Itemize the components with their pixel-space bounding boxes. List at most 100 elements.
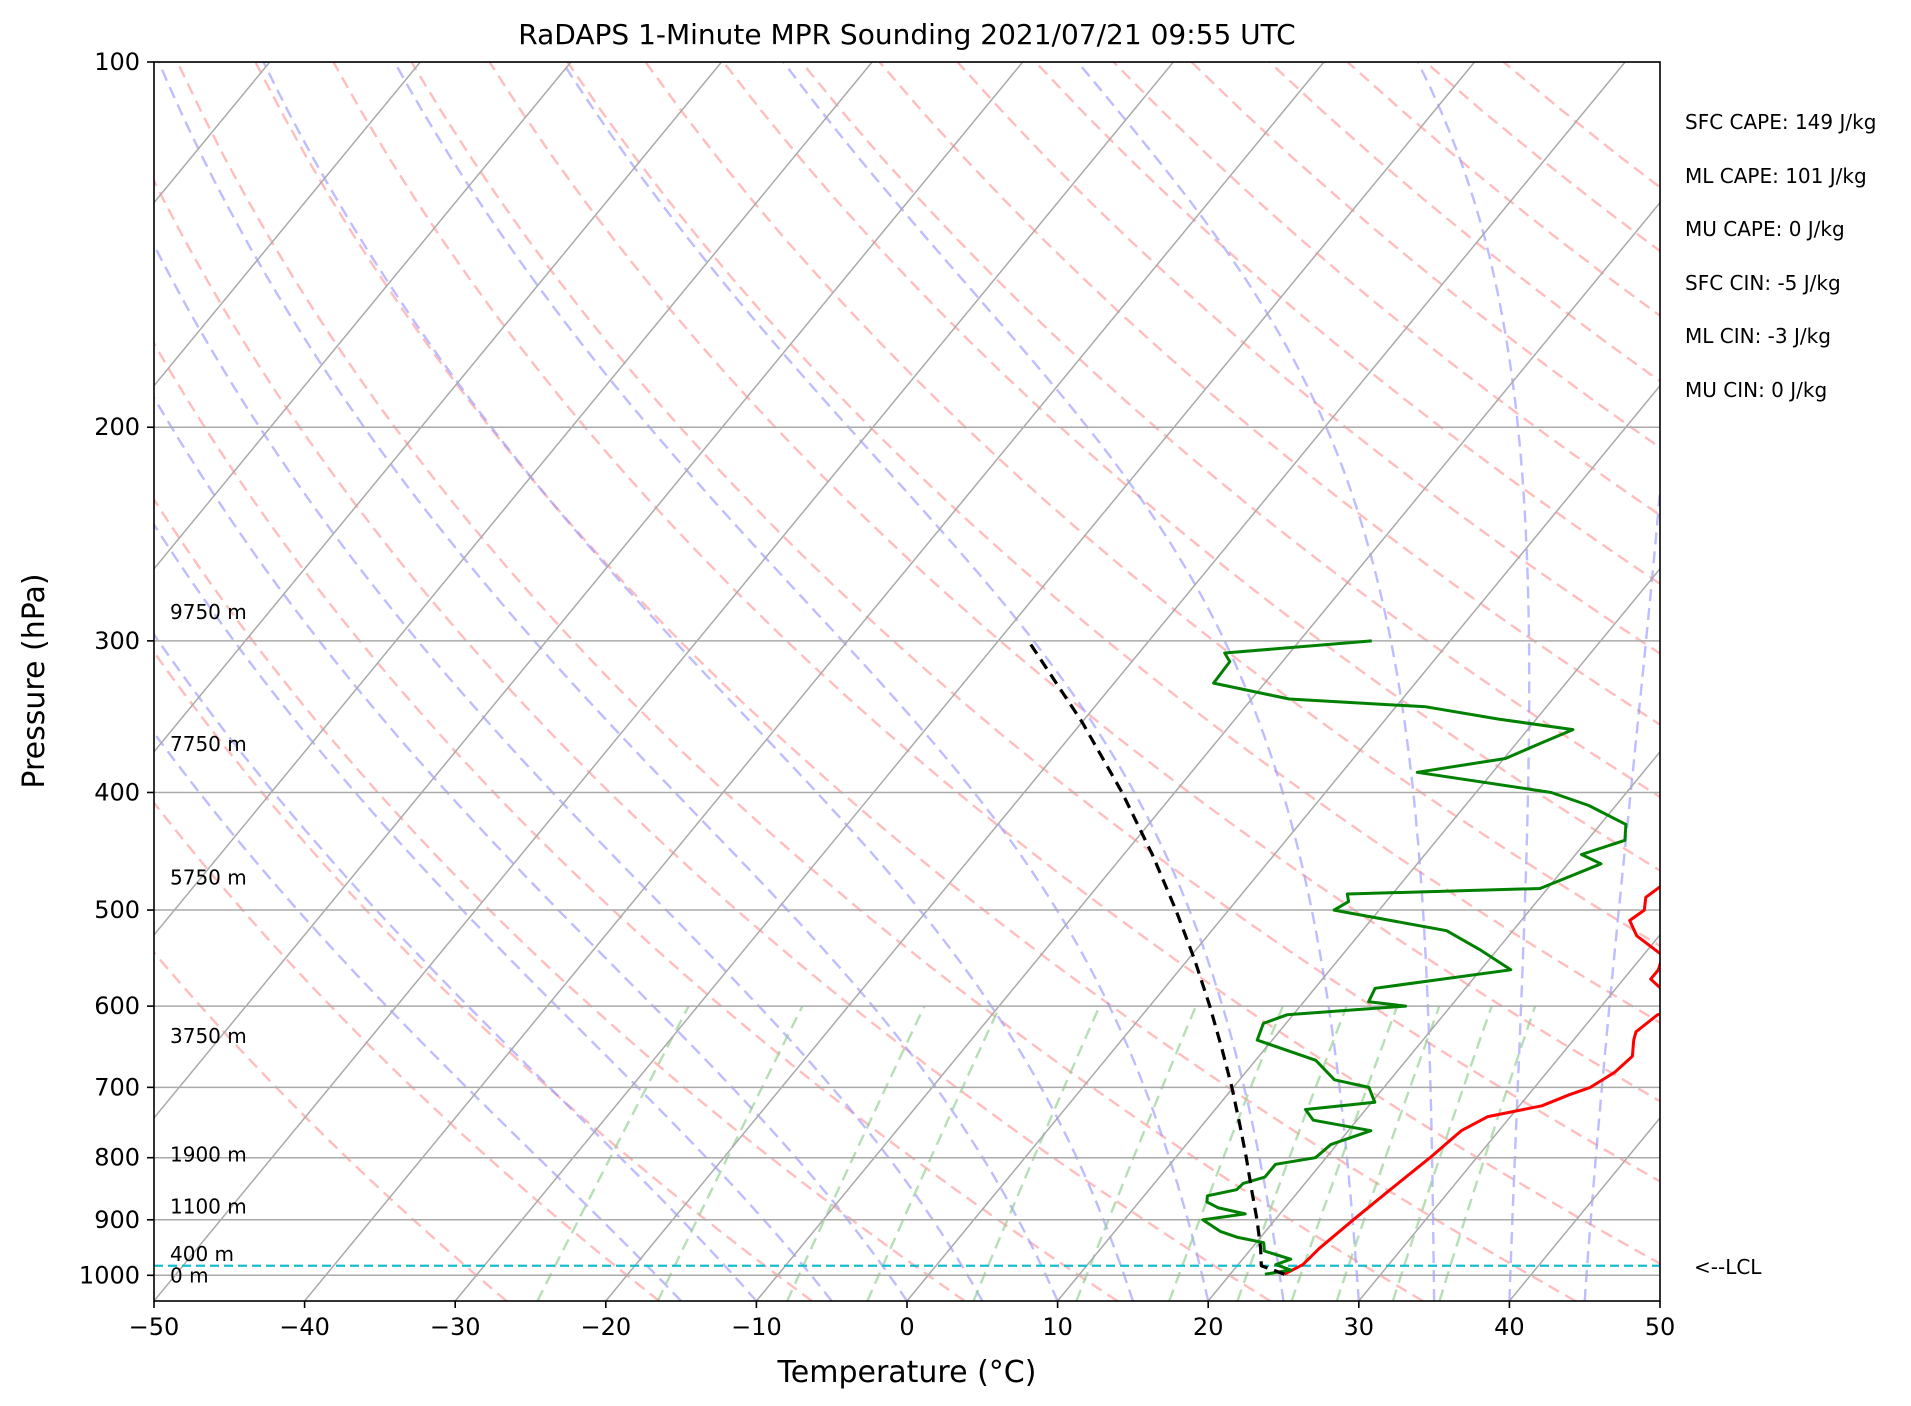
isotherm-line xyxy=(304,62,1325,1301)
dry-adiabat-line xyxy=(644,62,1660,948)
height-label: 7750 m xyxy=(170,732,247,756)
dry-adiabat-line xyxy=(566,62,1660,1025)
stat-mu-cin: MU CIN: 0 J/kg xyxy=(1685,378,1827,402)
dry-adiabat-line xyxy=(410,62,1660,1183)
dry-adiabat-line xyxy=(1346,62,1660,318)
y-tick-label: 200 xyxy=(94,413,140,441)
isotherm-line xyxy=(755,201,1660,1301)
y-tick-label: 900 xyxy=(94,1206,140,1234)
mixing-ratio-line xyxy=(536,1005,690,1301)
isotherm-line xyxy=(1057,567,1660,1301)
temperature-line xyxy=(1283,884,1660,1276)
isotherm-line xyxy=(154,62,572,570)
dry-adiabat-line xyxy=(154,650,813,1301)
y-tick-label: 1000 xyxy=(79,1261,140,1289)
mixing-ratio-line xyxy=(1438,1005,1537,1301)
y-tick-label: 400 xyxy=(94,778,140,806)
isotherm-line xyxy=(154,62,723,754)
x-tick-label: 30 xyxy=(1344,1313,1375,1341)
y-tick-label: 700 xyxy=(94,1073,140,1101)
mixing-ratio-line xyxy=(1391,1005,1493,1301)
dry-adiabat-line xyxy=(332,62,1660,1265)
moist-adiabat-line xyxy=(1076,62,1436,1301)
dry-adiabat-line xyxy=(154,497,966,1301)
series-lines xyxy=(154,639,1660,1276)
isotherm-line xyxy=(1659,1299,1660,1301)
dry-adiabat-line xyxy=(878,62,1660,726)
height-labels: 9750 m 7750 m 5750 m 3750 m 1900 m 1100 m 400 … xyxy=(170,600,247,1287)
height-label: 9750 m xyxy=(170,600,247,624)
moist-adiabat-line xyxy=(154,632,758,1301)
dry-adiabat-line xyxy=(1190,62,1660,450)
moist-adiabat-line xyxy=(393,62,1210,1301)
isotherm-line xyxy=(154,62,1174,1301)
y-tick-label: 800 xyxy=(94,1144,140,1172)
mixing-ratio-line xyxy=(1168,1005,1284,1301)
moist-adiabat-line xyxy=(1583,478,1660,1301)
x-tick-label: 0 xyxy=(899,1313,914,1341)
height-label: 3750 m xyxy=(170,1024,247,1048)
dry-adiabat-line xyxy=(1502,62,1660,189)
dry-adiabat-line xyxy=(488,62,1660,1103)
isotherm-line xyxy=(1358,933,1660,1301)
dry-adiabat-line xyxy=(254,62,1577,1301)
dry-adiabat-line xyxy=(1268,62,1660,383)
x-tick-label: −30 xyxy=(430,1313,481,1341)
dewpoint-line xyxy=(1201,639,1628,1276)
moist-adiabat-line xyxy=(782,62,1360,1301)
height-label: 1900 m xyxy=(170,1142,247,1166)
stats-panel: SFC CAPE: 149 J/kg ML CAPE: 101 J/kg MU … xyxy=(1685,110,1876,402)
x-tick-label: −40 xyxy=(279,1313,330,1341)
x-tick-label: −50 xyxy=(129,1313,180,1341)
dry-adiabat-line xyxy=(154,950,508,1301)
lcl-label: <--LCL xyxy=(1694,1255,1762,1279)
isotherm-line xyxy=(906,384,1660,1301)
isotherm-line xyxy=(1811,62,1911,1301)
mixing-ratio-line xyxy=(1335,1005,1441,1301)
y-tick-label: 500 xyxy=(94,896,140,924)
height-label: 0 m xyxy=(170,1263,209,1287)
x-tick-label: 20 xyxy=(1193,1313,1224,1341)
x-axis-label: Temperature (°C) xyxy=(777,1355,1037,1390)
x-tick-label: 10 xyxy=(1042,1313,1073,1341)
x-tick-label: 50 xyxy=(1645,1313,1676,1341)
y-axis-label: Pressure (hPa) xyxy=(17,573,52,788)
isotherm-line xyxy=(1207,750,1660,1301)
x-axis: −50 −40 −30 −20 −10 0 10 20 30 40 50 xyxy=(129,1301,1676,1341)
height-label: 1100 m xyxy=(170,1195,247,1219)
dry-adiabat-line xyxy=(154,341,1119,1301)
mixing-ratio-line xyxy=(1290,1005,1399,1301)
stat-sfc-cin: SFC CIN: -5 J/kg xyxy=(1685,271,1841,295)
stat-sfc-cape: SFC CAPE: 149 J/kg xyxy=(1685,110,1876,134)
chart-title: RaDAPS 1-Minute MPR Sounding 2021/07/21 … xyxy=(518,18,1295,51)
mixing-ratio-line xyxy=(866,1005,1001,1301)
y-tick-label: 100 xyxy=(94,48,140,76)
dry-adiabat-line xyxy=(1034,62,1660,586)
background-lines xyxy=(154,62,1911,1301)
height-label: 400 m xyxy=(170,1242,234,1266)
moist-adiabat-line xyxy=(262,62,1135,1301)
height-label: 5750 m xyxy=(170,865,247,889)
x-tick-label: −20 xyxy=(580,1313,631,1341)
mixing-ratio-line xyxy=(656,1005,804,1301)
isotherm-line xyxy=(154,62,421,387)
mixing-ratio-line xyxy=(972,1005,1101,1301)
mixing-ratio-line xyxy=(1075,1005,1198,1301)
mixing-ratio-line xyxy=(786,1005,926,1301)
moist-adiabat-line xyxy=(157,62,1059,1301)
dry-adiabat-line xyxy=(154,800,661,1301)
isotherm-line xyxy=(154,62,1024,1120)
moist-adiabat-line xyxy=(1416,62,1531,1301)
plot-frame xyxy=(153,61,1661,1302)
y-axis: 100 200 300 400 500 600 700 800 900 1000 xyxy=(79,48,154,1289)
y-tick-label: 600 xyxy=(94,992,140,1020)
moist-adiabat-line xyxy=(154,395,908,1301)
moist-adiabat-line xyxy=(154,242,984,1301)
dry-adiabat-line xyxy=(176,62,1424,1301)
dry-adiabat-line xyxy=(956,62,1660,655)
isotherm-line xyxy=(454,62,1476,1301)
moist-adiabat-line xyxy=(561,62,1285,1301)
stat-ml-cin: ML CIN: -3 J/kg xyxy=(1685,324,1831,348)
x-tick-label: −10 xyxy=(731,1313,782,1341)
